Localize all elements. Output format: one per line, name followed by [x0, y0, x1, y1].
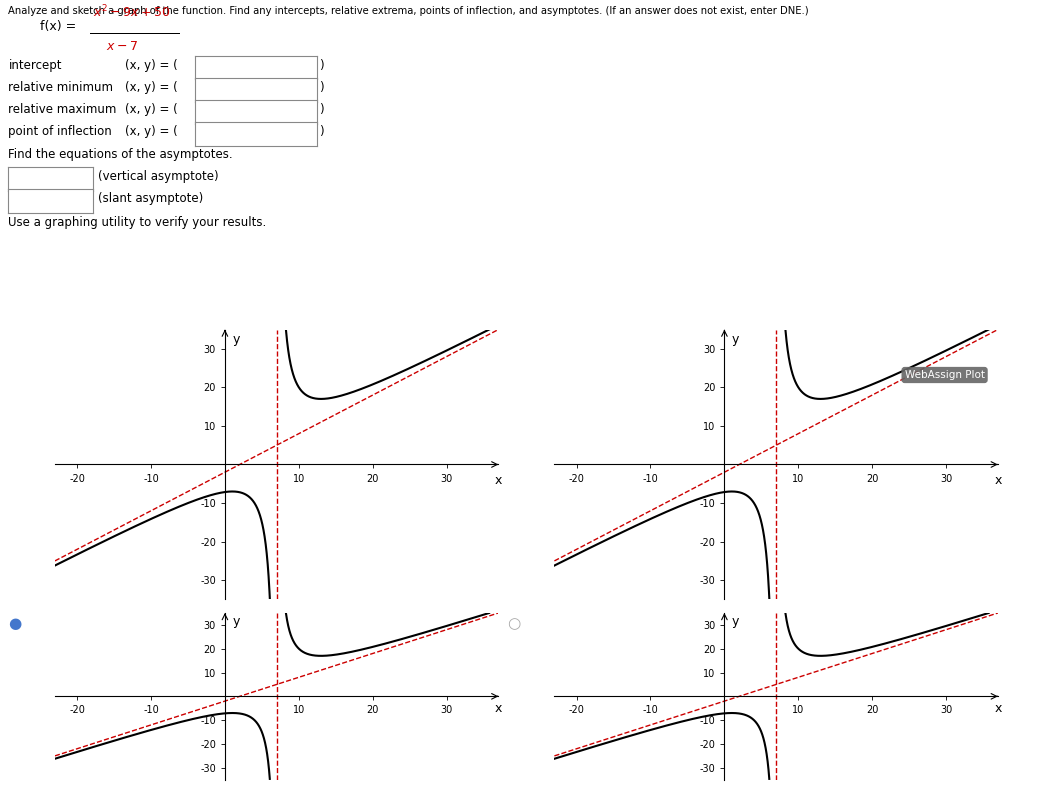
Text: intercept: intercept	[8, 59, 62, 71]
Text: ○: ○	[507, 616, 521, 630]
Text: relative minimum: relative minimum	[8, 81, 113, 94]
Text: y: y	[732, 333, 739, 346]
Text: $x - 7$: $x - 7$	[106, 40, 137, 52]
Text: y: y	[732, 615, 739, 628]
Text: ): )	[319, 103, 323, 116]
Text: y: y	[232, 615, 240, 628]
Text: x: x	[494, 703, 502, 715]
Text: x: x	[995, 703, 1001, 715]
Text: $x^2 - 9x + 50$: $x^2 - 9x + 50$	[93, 3, 170, 20]
Text: f(x) =: f(x) =	[40, 21, 80, 33]
Text: x: x	[494, 474, 502, 488]
Text: (slant asymptote): (slant asymptote)	[98, 192, 204, 205]
Text: ●: ●	[8, 616, 22, 630]
Text: (x, y) = (: (x, y) = (	[125, 103, 177, 116]
Text: Find the equations of the asymptotes.: Find the equations of the asymptotes.	[8, 148, 233, 160]
Text: (x, y) = (: (x, y) = (	[125, 59, 177, 71]
Text: WebAssign Plot: WebAssign Plot	[905, 370, 984, 380]
Text: (x, y) = (: (x, y) = (	[125, 81, 177, 94]
Text: (x, y) = (: (x, y) = (	[125, 125, 177, 138]
Text: point of inflection: point of inflection	[8, 125, 112, 138]
Text: ): )	[319, 81, 323, 94]
Text: ): )	[319, 59, 323, 71]
Text: ): )	[319, 125, 323, 138]
Text: Use a graphing utility to verify your results.: Use a graphing utility to verify your re…	[8, 216, 267, 229]
Text: y: y	[232, 333, 240, 346]
Text: x: x	[995, 474, 1001, 488]
Text: (vertical asymptote): (vertical asymptote)	[98, 170, 219, 183]
Text: relative maximum: relative maximum	[8, 103, 117, 116]
Text: Analyze and sketch a graph of the function. Find any intercepts, relative extrem: Analyze and sketch a graph of the functi…	[8, 6, 809, 16]
